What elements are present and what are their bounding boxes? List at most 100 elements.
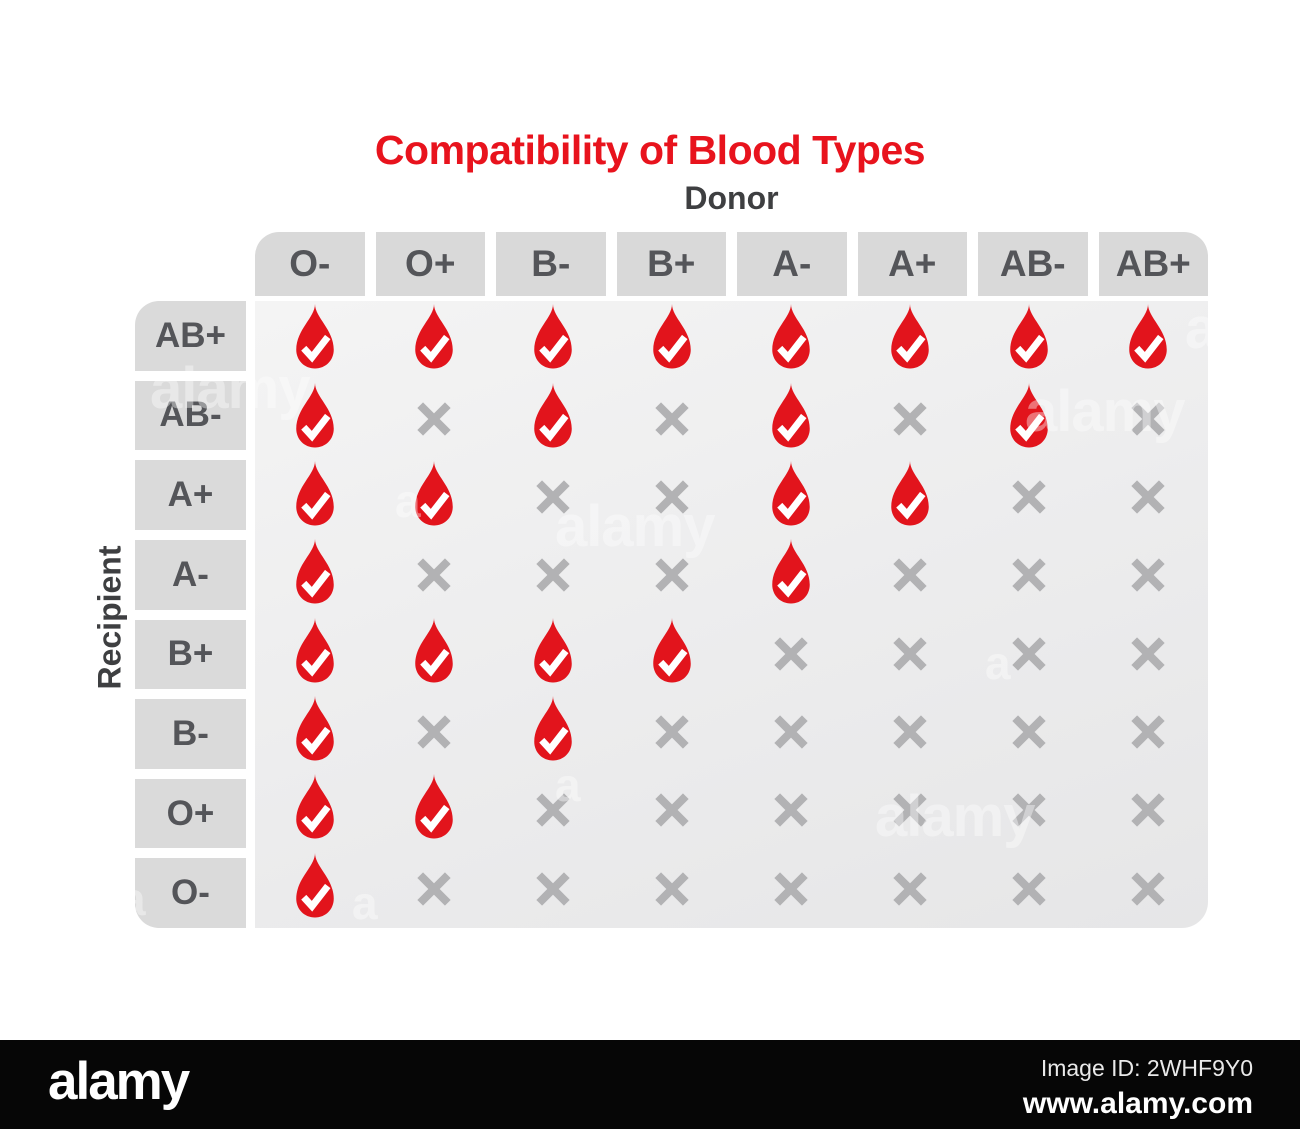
compatibility-cell (493, 301, 612, 379)
cross-icon (417, 558, 451, 592)
compatibility-cell (851, 379, 970, 457)
cross-icon (1012, 637, 1046, 671)
blood-drop-check-icon (772, 460, 810, 526)
cross-icon (655, 715, 689, 749)
cross-icon (893, 715, 927, 749)
recipient-label-cell: A- (135, 539, 246, 610)
compatibility-cell (851, 850, 970, 928)
compatibility-cell (374, 458, 493, 536)
watermark-footer-bar: alamy Image ID: 2WHF9Y0 www.alamy.com (0, 1040, 1300, 1129)
blood-drop-check-icon (295, 304, 334, 369)
blood-drop-check-icon (772, 382, 810, 448)
compatibility-cell (255, 693, 374, 771)
compatibility-cell (1089, 615, 1208, 693)
compatibility-cell (255, 771, 374, 849)
compatibility-cell (970, 536, 1089, 614)
cross-icon (1131, 637, 1166, 671)
compatibility-cell (612, 693, 731, 771)
cross-icon (536, 872, 570, 906)
compatibility-cell (970, 850, 1089, 928)
page-title: Compatibility of Blood Types (374, 127, 926, 174)
compatibility-cell (732, 536, 851, 614)
donor-header-cell: B- (496, 232, 606, 296)
donor-header-row: O- O+ B- B+ A- A+ AB- AB+ (255, 232, 1208, 296)
website-text: www.alamy.com (1022, 1087, 1253, 1120)
footer-info: Image ID: 2WHF9Y0 www.alamy.com (1023, 1055, 1253, 1121)
compatibility-cell (493, 693, 612, 771)
compatibility-cell (612, 458, 731, 536)
recipient-label-cell: O+ (135, 778, 246, 849)
compatibility-cell (732, 615, 851, 693)
compatibility-cell (493, 771, 612, 849)
donor-header-cell: O- (255, 232, 365, 296)
compatibility-cell (374, 771, 493, 849)
cross-icon (893, 401, 927, 436)
cross-icon (417, 872, 451, 906)
compatibility-cell (612, 536, 731, 614)
alamy-logo: alamy (48, 1052, 190, 1111)
compatibility-cell (851, 771, 970, 849)
blood-drop-check-icon (295, 696, 334, 761)
donor-header-cell: AB- (978, 232, 1088, 296)
cross-icon (774, 793, 808, 828)
compatibility-cell (851, 536, 970, 614)
cross-icon (774, 637, 808, 671)
cross-icon (774, 872, 808, 906)
blood-drop-check-icon (891, 460, 929, 526)
cross-icon (774, 715, 808, 749)
blood-drop-check-icon (295, 852, 334, 918)
cross-icon (655, 558, 689, 592)
recipient-axis-label: Recipient (91, 545, 128, 690)
cross-icon (1131, 872, 1166, 906)
recipient-label-cell: AB- (135, 380, 246, 451)
compatibility-cell (1089, 771, 1208, 849)
compatibility-cell (851, 458, 970, 536)
compatibility-cell (1089, 458, 1208, 536)
recipient-label-cell: O- (135, 858, 246, 928)
cross-icon (655, 793, 689, 828)
compatibility-cell (612, 850, 731, 928)
donor-header-cell: A+ (857, 232, 967, 296)
compatibility-cell (970, 693, 1089, 771)
cross-icon (536, 793, 570, 828)
cross-icon (417, 715, 451, 749)
compatibility-cell (612, 301, 731, 379)
recipient-label-cell: B- (135, 699, 246, 769)
blood-drop-check-icon (414, 460, 453, 526)
recipient-label-column: AB+ AB- A+ A- B+ B- O+ O- (135, 301, 246, 928)
compatibility-cell (970, 615, 1089, 693)
compatibility-cell (851, 615, 970, 693)
compatibility-cell (493, 615, 612, 693)
compatibility-cell (493, 379, 612, 457)
compatibility-cell (732, 379, 851, 457)
cross-icon (1131, 401, 1166, 436)
blood-drop-check-icon (295, 382, 334, 448)
blood-drop-check-icon (772, 539, 810, 604)
blood-drop-check-icon (295, 774, 334, 839)
cross-icon (1012, 480, 1046, 514)
cross-icon (893, 637, 927, 671)
cross-icon (1012, 715, 1046, 749)
cross-icon (1012, 793, 1046, 828)
blood-drop-check-icon (1010, 382, 1049, 448)
compatibility-cell (255, 301, 374, 379)
cross-icon (1131, 793, 1166, 828)
blood-drop-check-icon (653, 304, 691, 369)
compatibility-cell (374, 536, 493, 614)
compatibility-cell (851, 693, 970, 771)
compatibility-grid (255, 301, 1208, 928)
alamy-watermark: a (430, 83, 456, 135)
donor-axis-label: Donor (684, 180, 779, 216)
cross-icon (893, 558, 927, 592)
image-id-text: Image ID: 2WHF9Y0 (1040, 1055, 1253, 1081)
compatibility-cell (732, 301, 851, 379)
blood-drop-check-icon (1010, 304, 1049, 369)
blood-drop-check-icon (534, 304, 572, 369)
compatibility-cell (970, 771, 1089, 849)
blood-drop-check-icon (414, 617, 453, 683)
compatibility-cell (1089, 379, 1208, 457)
compatibility-cell (851, 301, 970, 379)
compatibility-cell (732, 458, 851, 536)
blood-drop-check-icon (295, 617, 334, 683)
